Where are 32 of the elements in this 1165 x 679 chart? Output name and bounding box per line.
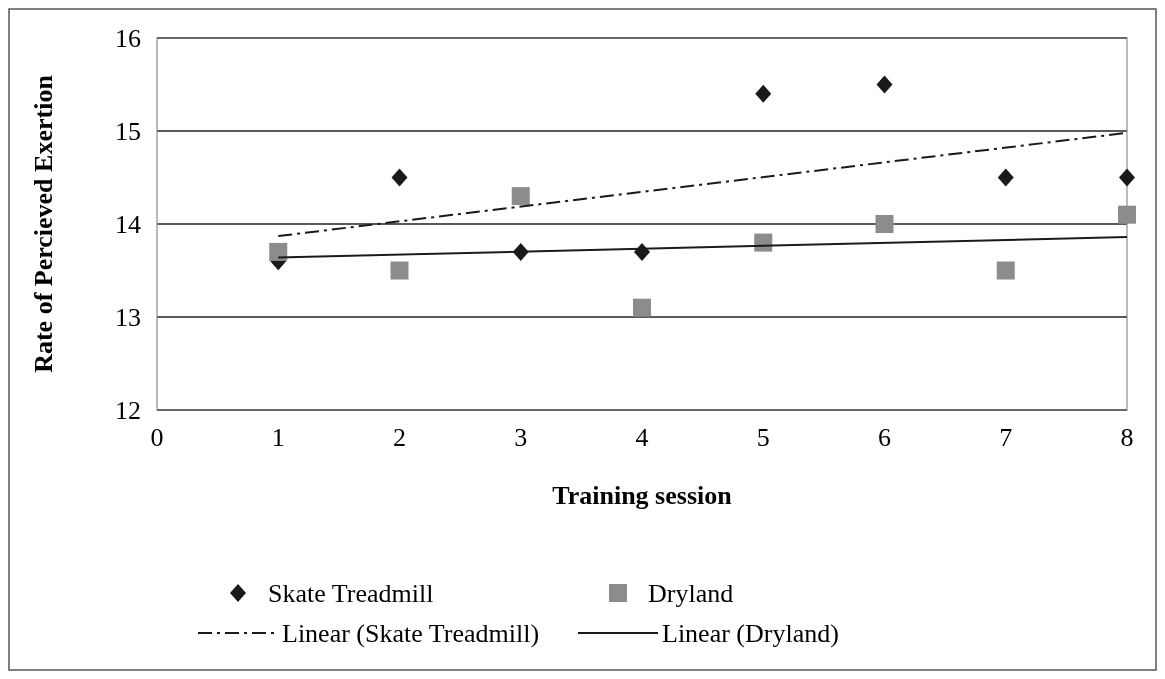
legend-label: Skate Treadmill xyxy=(268,578,434,608)
point xyxy=(511,187,530,206)
legend-label: Dryland xyxy=(648,578,734,608)
x-tick-label: 5 xyxy=(756,423,770,452)
point xyxy=(391,168,408,187)
point xyxy=(997,168,1014,187)
y-tick-label: 16 xyxy=(115,23,141,53)
x-tick-label: 0 xyxy=(150,423,164,452)
y-axis-title: Rate of Percieved Exertion xyxy=(29,74,58,373)
point xyxy=(633,298,651,317)
point xyxy=(269,242,288,261)
x-tick-label: 3 xyxy=(514,423,528,452)
x-tick-label: 2 xyxy=(393,423,406,452)
x-axis-title: Training session xyxy=(552,481,733,510)
point xyxy=(875,215,894,233)
y-tick-label: 14 xyxy=(115,209,141,239)
y-tick-label: 12 xyxy=(115,395,141,425)
y-tick-label: 13 xyxy=(115,302,141,332)
point xyxy=(1119,168,1135,187)
point xyxy=(996,261,1015,280)
point xyxy=(390,261,409,280)
x-tick-label: 7 xyxy=(999,423,1013,452)
x-tick-label: 8 xyxy=(1120,423,1134,452)
legend-label: Linear (Skate Treadmill) xyxy=(282,618,540,648)
x-tick-label: 4 xyxy=(635,423,649,452)
point xyxy=(755,84,772,103)
legend-label: Linear (Dryland) xyxy=(662,618,839,648)
x-tick-label: 6 xyxy=(878,423,891,452)
point xyxy=(1118,205,1136,224)
point xyxy=(876,75,893,94)
x-tick-label: 1 xyxy=(271,423,285,452)
y-tick-label: 15 xyxy=(115,116,141,146)
